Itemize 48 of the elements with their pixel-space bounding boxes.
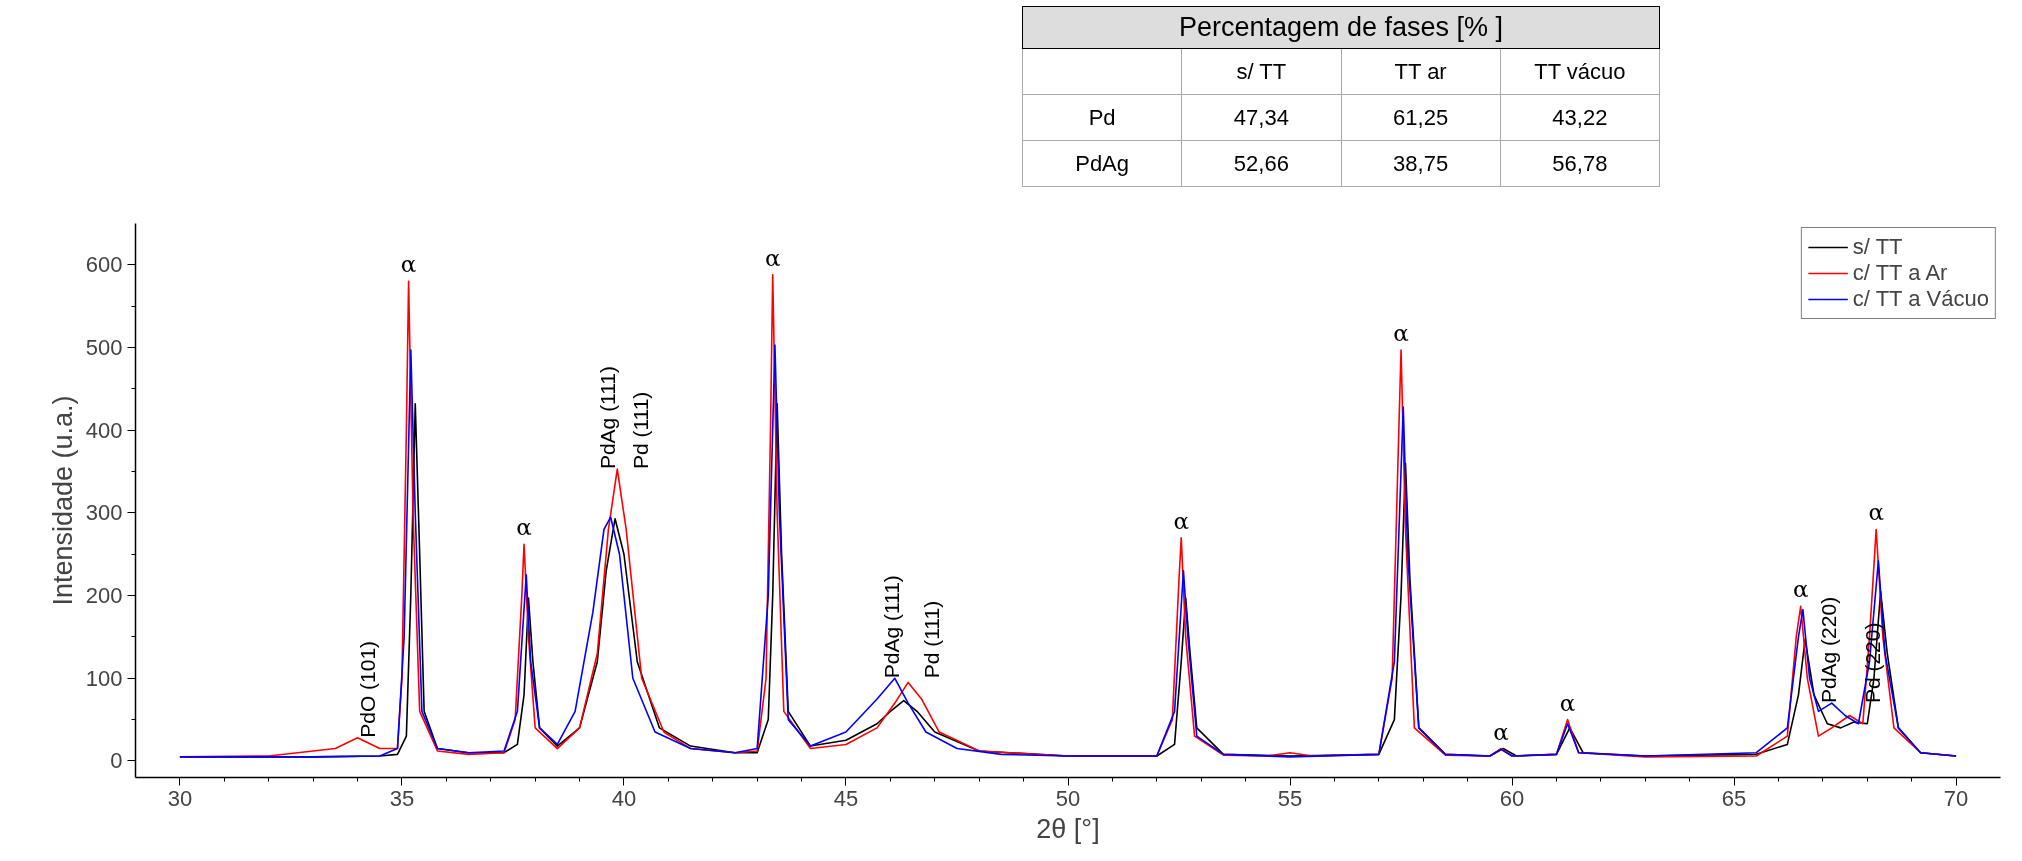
x-axis-title: 2θ [°] (1036, 813, 1100, 844)
x-tick-label: 55 (1277, 785, 1303, 811)
annotation: α (764, 244, 781, 271)
annotation: α (1173, 507, 1190, 534)
y-tick-label: 600 (85, 252, 123, 278)
legend-label: s/ TT (1852, 234, 1903, 260)
annotation: α (516, 514, 532, 541)
x-tick-label: 40 (611, 785, 637, 811)
x-tick-label: 60 (1499, 785, 1525, 811)
x-tick-label: 45 (833, 785, 859, 811)
annotation: Pd (111) (919, 600, 943, 679)
annotation: PdO (101) (356, 640, 380, 738)
annotation: Pd (111) (629, 391, 653, 470)
text: 47,34 (1181, 94, 1341, 141)
annotation: PdAg (220) (1816, 596, 1840, 704)
text: Percentagem de fases [% ] (1022, 6, 1660, 49)
legend-label: c/ TT a Ar (1852, 260, 1948, 286)
x-tick-label: 30 (167, 785, 193, 811)
legend-label: c/ TT a Vácuo (1852, 286, 1989, 312)
annotation: α (1868, 499, 1884, 526)
text: 56,78 (1500, 140, 1660, 187)
x-tick-label: 65 (1721, 785, 1747, 811)
annotation: α (1393, 320, 1409, 347)
x-tick-label: 50 (1055, 785, 1081, 811)
annotation: α (400, 251, 417, 278)
y-tick-label: 100 (85, 665, 123, 691)
text: Pd (1022, 94, 1182, 141)
y-tick-label: 500 (85, 335, 123, 361)
annotation: PdAg (111) (595, 365, 619, 470)
y-tick-label: 200 (85, 583, 123, 609)
y-axis-title: Intensidade (u.a.) (47, 395, 78, 606)
text: 52,66 (1181, 140, 1341, 187)
text: 61,25 (1341, 94, 1501, 141)
text: PdAg (1022, 140, 1182, 187)
text: s/ TT (1181, 48, 1341, 95)
y-tick-label: 400 (85, 417, 123, 443)
annotation: PdAg (111) (880, 575, 903, 679)
text: TT vácuo (1500, 48, 1660, 95)
text: 43,22 (1500, 94, 1660, 141)
annotation: α (1792, 576, 1809, 603)
x-tick-label: 70 (1943, 785, 1969, 811)
annotation: α (1559, 689, 1576, 716)
x-tick-label: 35 (389, 785, 415, 811)
text: TT ar (1341, 48, 1501, 95)
text: 38,75 (1341, 140, 1501, 187)
annotation: α (1493, 718, 1509, 745)
y-tick-label: 0 (110, 748, 123, 774)
y-tick-label: 300 (85, 500, 123, 526)
